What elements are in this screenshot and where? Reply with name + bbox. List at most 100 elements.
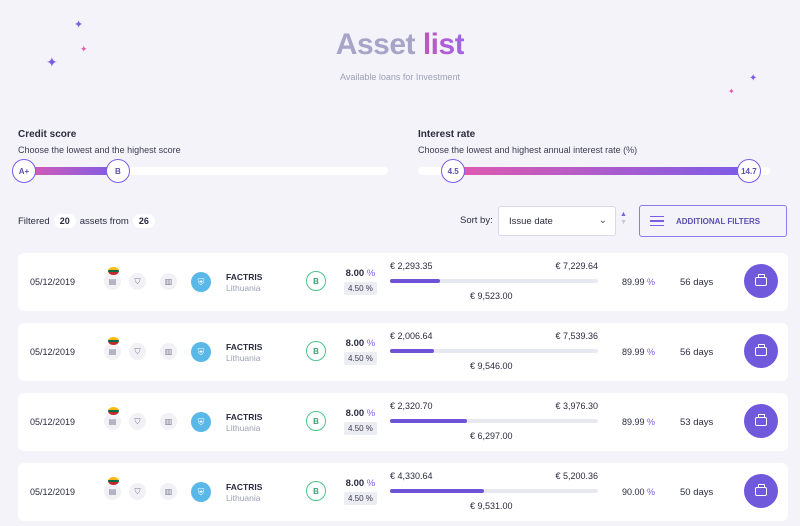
credit-score-filter: Credit score Choose the lowest and the h…: [18, 129, 181, 155]
buyback-shield-icon: ⛉: [129, 273, 146, 290]
sparkle-icon: ✦: [80, 44, 88, 54]
funded-amount: € 4,330.64: [390, 471, 433, 481]
funding-progress-bar: [390, 279, 598, 283]
interest-rate: 8.00 % 4.50 %: [344, 408, 377, 435]
asset-row[interactable]: 05/12/2019 ▤ ⛉ ▥ ⛨ FACTRIS Lithuania B 8…: [18, 393, 788, 451]
page-header: Asset list Available loans for Investmen…: [0, 28, 800, 82]
interest-rate-percent-sign: %: [366, 268, 376, 279]
originator-country: Lithuania: [226, 353, 261, 363]
secondary-rate-tag: 4.50 %: [344, 352, 377, 365]
issue-date: 05/12/2019: [30, 277, 76, 287]
invest-button[interactable]: [744, 404, 778, 438]
remaining-amount: € 7,229.64: [555, 261, 598, 271]
asset-score-value: 89.99: [622, 277, 645, 287]
credit-grade-badge: B: [306, 411, 326, 431]
filtered-label: Filtered: [18, 215, 50, 227]
remaining-amount: € 7,539.36: [555, 331, 598, 341]
sort-direction-toggle[interactable]: ▲ ▼: [620, 211, 628, 227]
funded-amount: € 2,293.35: [390, 261, 433, 271]
secondary-rate-tag: 4.50 %: [344, 282, 377, 295]
lithuania-flag-icon: [108, 267, 119, 275]
credit-score-slider-fill: [18, 167, 118, 175]
originator-info: FACTRIS Lithuania: [226, 412, 262, 433]
asset-row[interactable]: 05/12/2019 ▤ ⛉ ▥ ⛨ FACTRIS Lithuania B 8…: [18, 463, 788, 521]
interest-rate-min-handle[interactable]: 4.5: [441, 159, 466, 183]
interest-rate-max-handle[interactable]: 14.7: [736, 159, 761, 183]
asset-score-value: 89.99: [622, 417, 645, 427]
loan-term: 50 days: [680, 487, 714, 498]
credit-score-min-handle[interactable]: A+: [12, 159, 36, 183]
interest-rate-value: 8.00: [345, 408, 365, 419]
credit-score-title: Credit score: [18, 129, 77, 140]
loan-term: 56 days: [680, 277, 714, 288]
credit-grade-badge: B: [306, 341, 326, 361]
factory-icon: ▥: [160, 483, 177, 500]
asset-row[interactable]: 05/12/2019 ▤ ⛉ ▥ ⛨ FACTRIS Lithuania B 8…: [18, 323, 788, 381]
invest-button[interactable]: [744, 264, 778, 298]
funding-progress-fill: [390, 489, 484, 493]
interest-rate-percent-sign: %: [366, 408, 376, 419]
originator-name[interactable]: FACTRIS: [226, 482, 263, 492]
funding-progress-fill: [390, 279, 440, 283]
originator-info: FACTRIS Lithuania: [226, 482, 262, 503]
originator-name[interactable]: FACTRIS: [226, 342, 263, 352]
originator-country: Lithuania: [226, 423, 261, 433]
buyback-shield-icon: ⛉: [129, 343, 146, 360]
asset-score-percent-sign: %: [647, 347, 656, 357]
interest-rate: 8.00 % 4.50 %: [344, 478, 377, 505]
sort-descending-icon[interactable]: ▼: [620, 219, 627, 226]
interest-rate-slider-fill: [453, 167, 749, 175]
asset-row[interactable]: 05/12/2019 ▤ ⛉ ▥ ⛨ FACTRIS Lithuania B 8…: [18, 253, 788, 311]
buyback-shield-icon: ⛉: [129, 413, 146, 430]
asset-score-percent-sign: %: [647, 417, 656, 427]
credit-score-max-handle[interactable]: B: [105, 159, 130, 183]
loan-term: 53 days: [680, 417, 714, 428]
additional-filters-button[interactable]: ADDITIONAL FILTERS: [639, 205, 787, 237]
interest-rate-percent-sign: %: [366, 338, 376, 349]
lithuania-flag-icon: [108, 337, 119, 345]
funding-progress-bar: [390, 419, 598, 423]
document-icon: ▤: [104, 343, 121, 360]
filtered-count-badge: 20: [53, 214, 76, 228]
originator-shield-icon: ⛨: [191, 482, 211, 502]
funding-progress-fill: [390, 419, 467, 423]
funding-progress-bar: [390, 489, 598, 493]
total-count-badge: 26: [132, 214, 155, 228]
lithuania-flag-icon: [108, 477, 119, 485]
asset-score: 89.99 %: [622, 417, 655, 427]
interest-rate-slider[interactable]: 4.5 14.7: [418, 159, 770, 183]
buyback-shield-icon: ⛉: [129, 483, 146, 500]
credit-score-slider[interactable]: A+ B: [12, 159, 388, 183]
secondary-rate-tag: 4.50 %: [344, 422, 377, 435]
document-icon: ▤: [104, 483, 121, 500]
secondary-rate-tag: 4.50 %: [344, 492, 377, 505]
invest-button[interactable]: [744, 334, 778, 368]
issue-date: 05/12/2019: [30, 417, 76, 427]
originator-shield-icon: ⛨: [191, 412, 211, 432]
funded-amount: € 2,320.70: [390, 401, 433, 411]
loan-term: 56 days: [680, 347, 714, 358]
originator-name[interactable]: FACTRIS: [226, 412, 263, 422]
filter-sliders-icon: [650, 215, 664, 227]
chevron-down-icon: ⌄: [598, 215, 607, 226]
interest-rate-percent-sign: %: [366, 478, 376, 489]
briefcase-icon: [755, 483, 767, 496]
originator-country: Lithuania: [226, 283, 261, 293]
sort-ascending-icon[interactable]: ▲: [620, 211, 627, 218]
sort-select[interactable]: Issue date ⌄: [498, 206, 616, 236]
originator-name[interactable]: FACTRIS: [226, 272, 263, 282]
interest-rate-description: Choose the lowest and highest annual int…: [418, 145, 638, 155]
briefcase-icon: [755, 413, 767, 426]
originator-country: Lithuania: [226, 493, 261, 503]
factory-icon: ▥: [160, 273, 177, 290]
page-subtitle: Available loans for Investment: [340, 72, 460, 82]
briefcase-icon: [755, 273, 767, 286]
interest-rate-filter: Interest rate Choose the lowest and high…: [418, 129, 637, 155]
interest-rate-value: 8.00: [345, 338, 365, 349]
interest-rate-value: 8.00: [345, 268, 365, 279]
originator-shield-icon: ⛨: [191, 342, 211, 362]
issue-date: 05/12/2019: [30, 487, 76, 497]
document-icon: ▤: [104, 413, 121, 430]
invest-button[interactable]: [744, 474, 778, 508]
interest-rate: 8.00 % 4.50 %: [344, 338, 377, 365]
